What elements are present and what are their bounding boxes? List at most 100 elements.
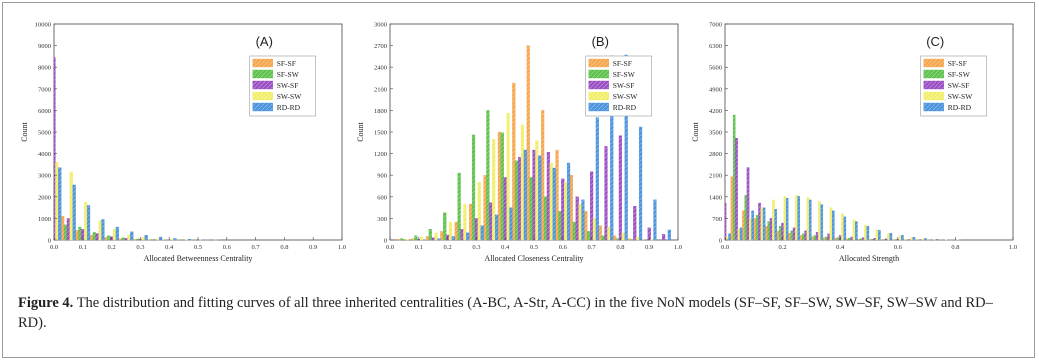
series-rd-rd (728, 196, 962, 241)
bar (581, 199, 585, 241)
bar (910, 237, 913, 241)
series-sw-sf (417, 135, 666, 241)
legend-label: SW-SW (613, 92, 639, 101)
bar (569, 175, 574, 241)
bar (610, 55, 614, 241)
bar (428, 229, 432, 241)
bar (933, 239, 936, 241)
y-tick-label: 700 (712, 216, 722, 223)
bar (836, 237, 840, 241)
legend-swatch (252, 91, 273, 101)
bar (852, 219, 856, 241)
bar (130, 231, 134, 241)
bar (875, 229, 879, 241)
series-sf-sf (397, 45, 646, 241)
bar (935, 239, 939, 241)
x-tick-label: 0.3 (472, 244, 480, 251)
bar (471, 134, 476, 241)
bar (765, 225, 768, 241)
bar (601, 235, 605, 241)
y-tick-label: 1800 (374, 108, 387, 115)
bar (474, 218, 478, 241)
y-tick-label: 1400 (709, 194, 722, 201)
bar (825, 236, 828, 241)
series-rd-rd (422, 54, 671, 241)
y-tick-label: 7000 (709, 22, 722, 29)
bar (578, 203, 582, 241)
bar (843, 216, 847, 241)
bar (584, 211, 588, 241)
bar (457, 172, 461, 241)
legend-label: SW-SW (948, 92, 974, 101)
bar (101, 219, 105, 241)
bar (878, 229, 881, 241)
legend-swatch (252, 58, 273, 68)
bar (912, 237, 916, 241)
bar (118, 238, 122, 241)
y-tick-label: 2700 (374, 43, 387, 50)
bar (884, 238, 888, 241)
bar (75, 230, 79, 241)
bar (535, 140, 539, 241)
bar (630, 239, 634, 241)
bar (735, 138, 738, 241)
bar (158, 236, 163, 241)
y-tick-label: 600 (377, 194, 387, 201)
bar (799, 235, 803, 241)
x-tick-label: 1.0 (674, 244, 682, 251)
bar (802, 233, 805, 241)
chart-b-svg: 0 300 600 900 1200 1500 1800 2100 2400 2700 3000 0.… (356, 22, 682, 264)
bar (921, 238, 925, 241)
bar (815, 232, 819, 241)
x-tick-label: 0.7 (588, 244, 597, 251)
bar (497, 131, 502, 241)
legend-label: SF-SF (948, 59, 967, 68)
x-tick-label: 0.0 (721, 244, 729, 251)
bar (463, 203, 467, 241)
x-tick-label: 0.4 (836, 244, 845, 251)
figure-frame (2, 2, 1035, 358)
bar (549, 162, 553, 241)
chart-c-svg: 0 700 1400 2100 2800 3500 4200 4900 5600 6300 7000… (691, 22, 1017, 264)
x-tick-label: 0.9 (645, 244, 653, 251)
bar (98, 220, 102, 241)
bar (431, 237, 435, 241)
bar (724, 202, 727, 241)
x-tick-label: 0.2 (444, 244, 452, 251)
x-tick-label: 0.5 (530, 244, 538, 251)
x-tick-label: 0.9 (309, 244, 317, 251)
bar (121, 237, 125, 241)
bar (667, 229, 671, 241)
bar (820, 204, 824, 241)
bar (737, 229, 741, 241)
bar (850, 236, 854, 241)
bar (866, 225, 870, 241)
bar (818, 201, 821, 241)
bar (469, 203, 473, 241)
bar (795, 195, 798, 241)
bar (84, 202, 88, 241)
legend-label: SF-SW (613, 70, 636, 79)
bar (590, 171, 594, 241)
bar (598, 225, 602, 241)
bar (822, 237, 826, 241)
bar (437, 238, 441, 241)
bar (509, 207, 513, 241)
bar (778, 225, 782, 241)
bar (443, 212, 447, 241)
bar (873, 237, 877, 241)
bar (621, 232, 625, 241)
bar (808, 199, 812, 241)
legend-swatch (923, 69, 944, 79)
bar (889, 233, 893, 241)
y-tick-label: 5600 (709, 65, 722, 72)
bar (806, 197, 810, 241)
legend-label: SF-SF (277, 59, 296, 68)
x-tick-label: 0.4 (165, 244, 174, 251)
legend-swatch (923, 80, 944, 90)
bar (104, 237, 108, 241)
x-axis-label: Allocated Strength (839, 254, 899, 263)
bar (135, 238, 140, 241)
y-tick-label: 900 (377, 173, 387, 180)
bar (564, 182, 568, 241)
